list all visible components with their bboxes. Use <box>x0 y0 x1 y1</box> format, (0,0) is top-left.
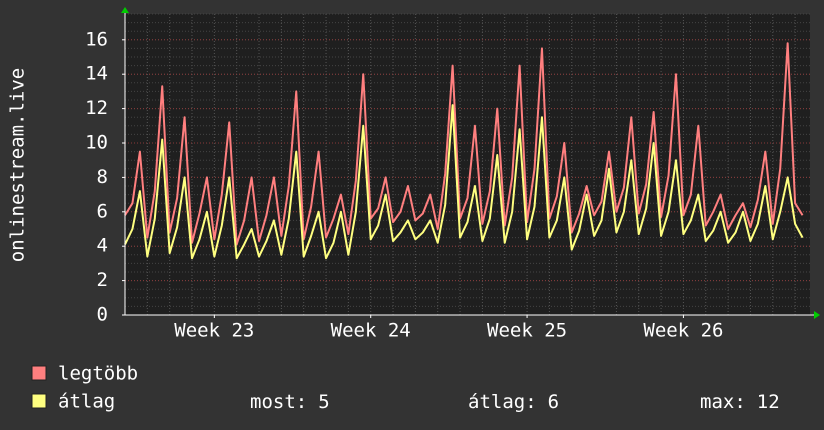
plot-area <box>125 14 810 315</box>
y-tick-label: 14 <box>85 63 108 85</box>
y-tick-label: 2 <box>97 269 108 291</box>
y-tick-label: 12 <box>85 97 108 119</box>
legend-label: legtöbb <box>58 363 138 385</box>
stat-value: 12 <box>757 391 780 413</box>
x-axis-arrow <box>814 311 820 319</box>
legend-swatch <box>31 365 47 381</box>
stat-label: max: <box>700 391 746 413</box>
y-tick-label: 8 <box>97 166 108 188</box>
stat-value: 6 <box>548 391 559 413</box>
series-line <box>124 42 804 246</box>
y-tick-label: 0 <box>97 304 108 326</box>
y-axis-label: onlinestream.live <box>7 68 29 262</box>
stat-label: átlag: <box>468 391 537 413</box>
series-line <box>124 104 804 260</box>
legend-swatch <box>31 393 47 409</box>
y-tick-label: 6 <box>97 200 108 222</box>
legend: legtöbb átlag most: 5 átlag: 6 max: 12 <box>31 363 780 413</box>
x-tick-label: Week 24 <box>331 320 411 342</box>
stat: max: 12 <box>700 391 780 413</box>
y-axis-arrow <box>121 7 129 13</box>
stat-label: most: <box>250 391 307 413</box>
y-tick-label: 10 <box>85 132 108 154</box>
stat-value: 5 <box>318 391 329 413</box>
x-tick-label: Week 25 <box>487 320 567 342</box>
y-tick-label: 4 <box>97 235 108 257</box>
legend-label: átlag <box>58 391 115 413</box>
lines <box>124 42 804 260</box>
stat: most: 5 <box>250 391 330 413</box>
x-tick-label: Week 26 <box>643 320 723 342</box>
x-tick-label: Week 23 <box>174 320 254 342</box>
stat: átlag: 6 <box>468 391 559 413</box>
y-tick-label: 16 <box>85 28 108 50</box>
